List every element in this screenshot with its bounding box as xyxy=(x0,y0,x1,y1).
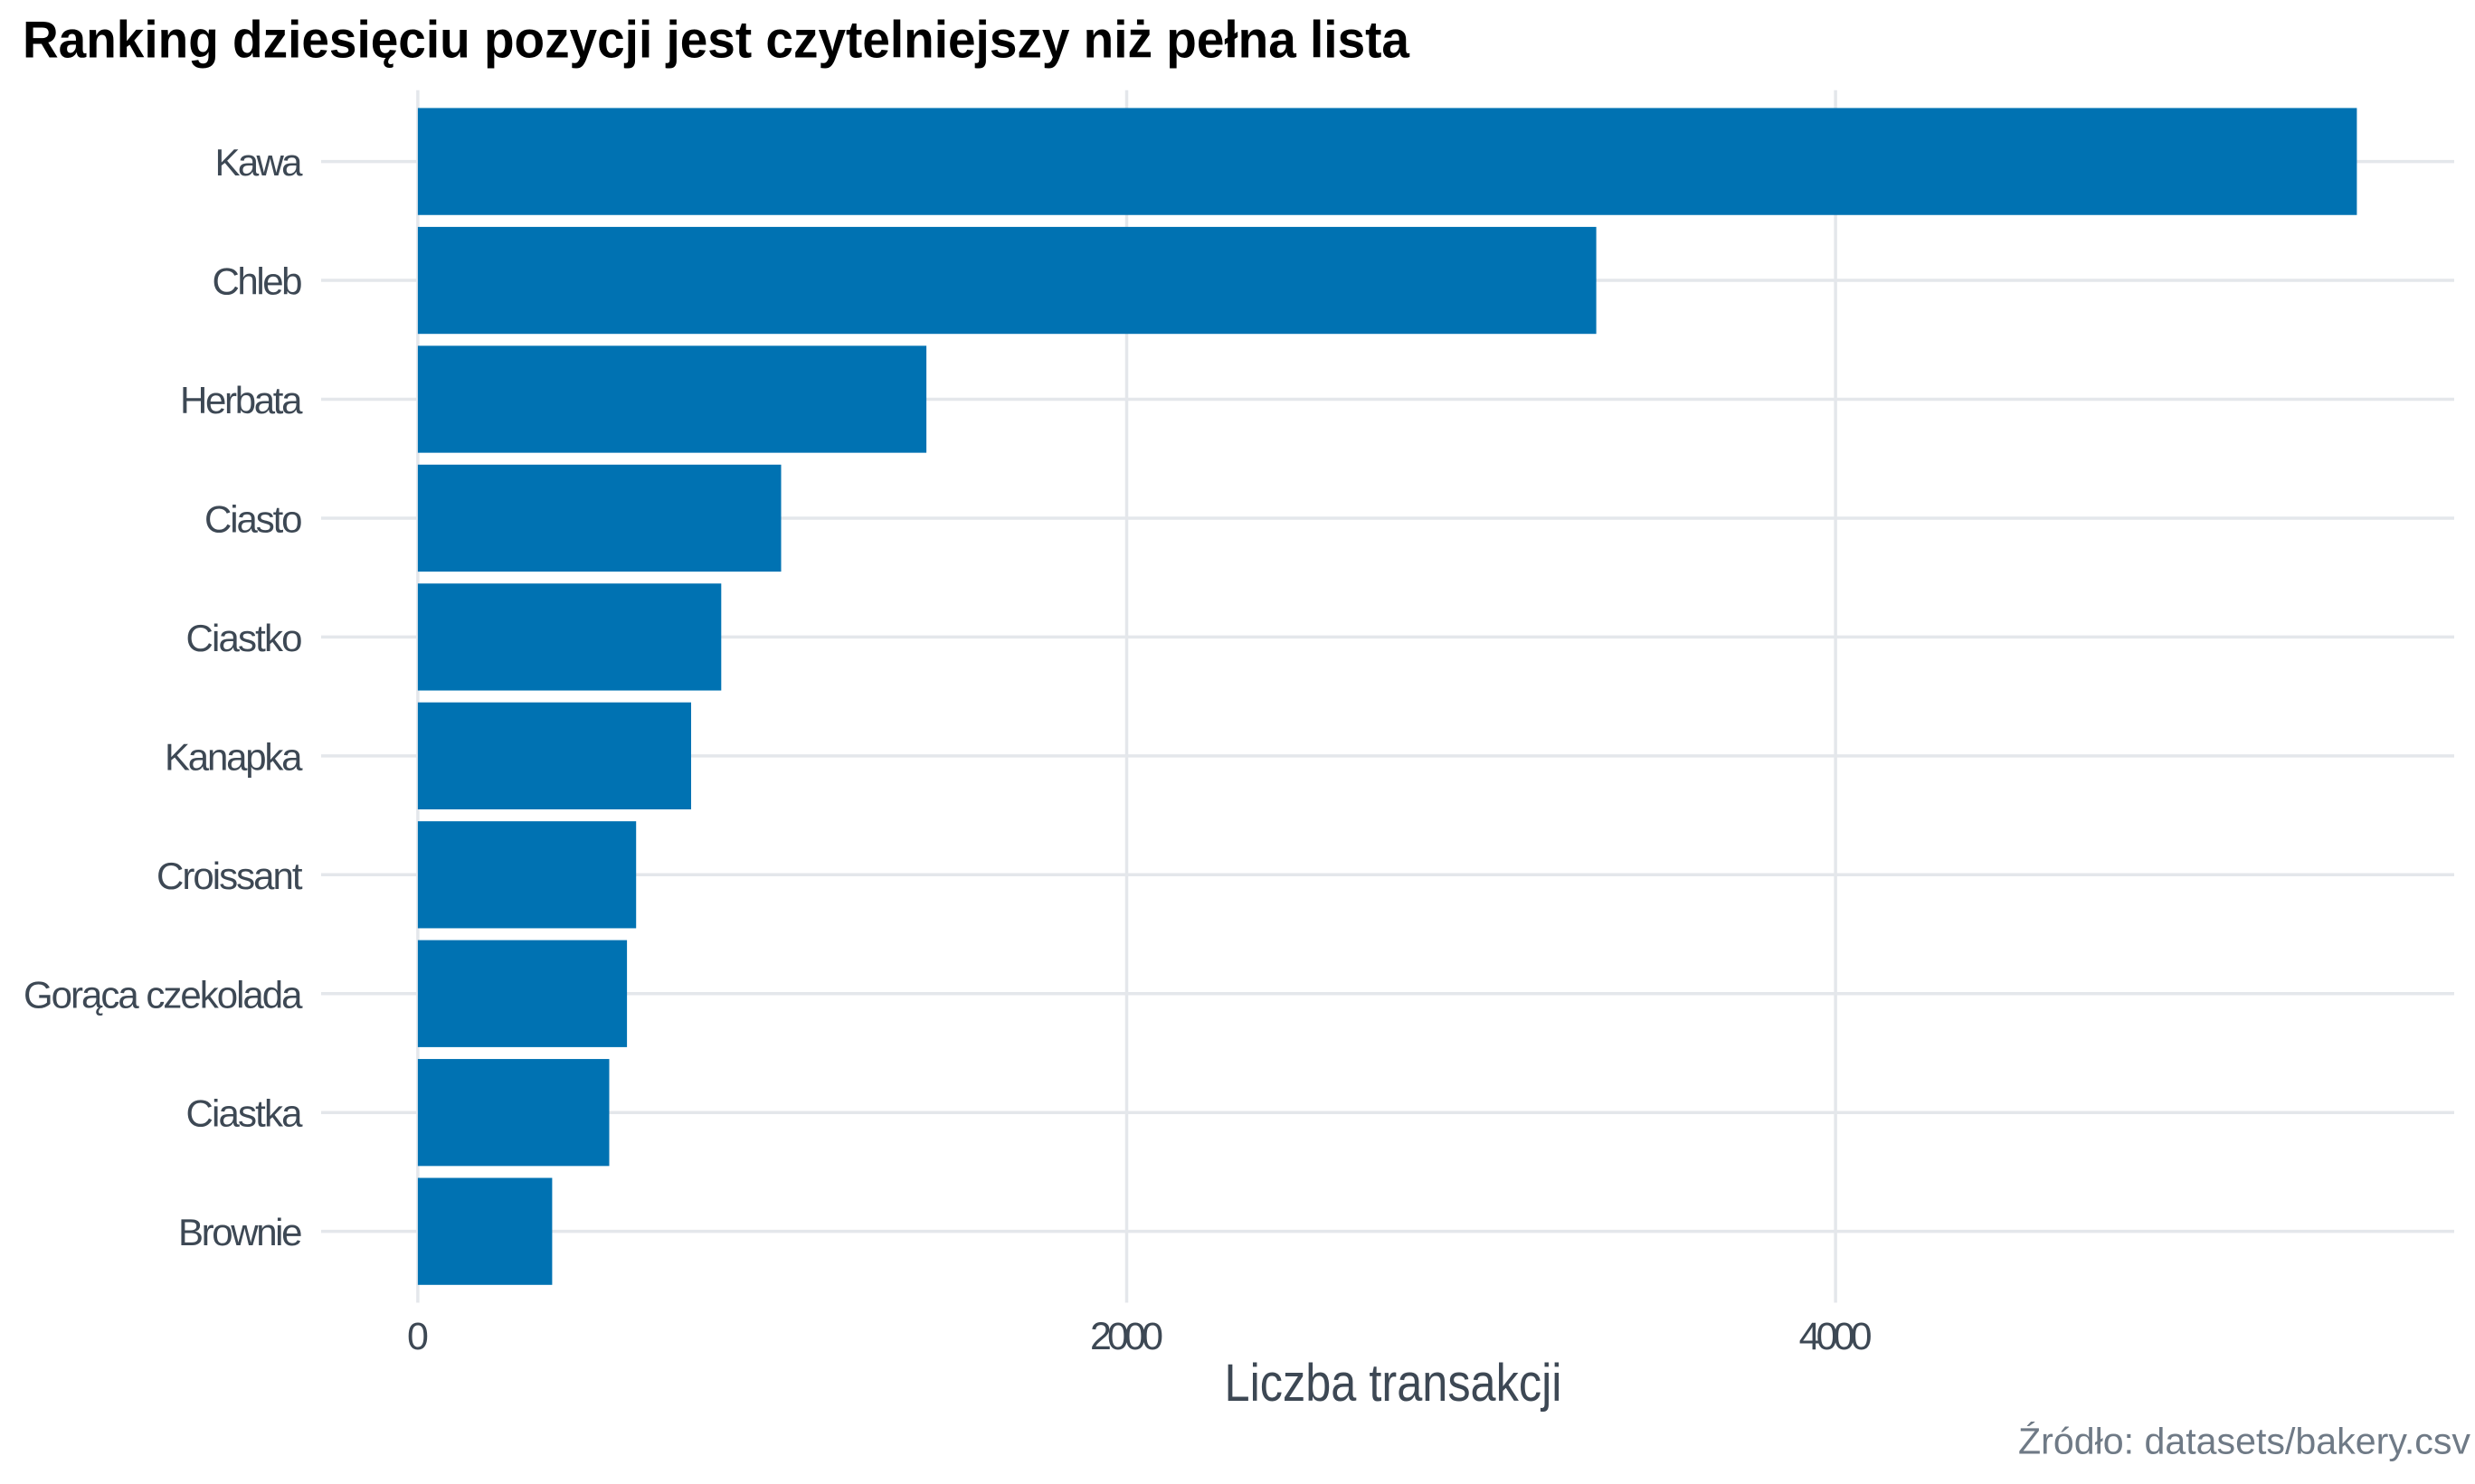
svg-text:Liczba transakcji: Liczba transakcji xyxy=(1225,1354,1562,1413)
svg-text:Chleb: Chleb xyxy=(213,260,303,303)
svg-text:2000: 2000 xyxy=(1090,1315,1163,1358)
svg-text:Ranking dziesięciu pozycji jes: Ranking dziesięciu pozycji jest czytelni… xyxy=(23,12,1410,70)
svg-text:Ciastka: Ciastka xyxy=(186,1092,304,1135)
svg-text:Herbata: Herbata xyxy=(180,379,303,421)
svg-text:Kawa: Kawa xyxy=(215,141,304,184)
svg-text:4000: 4000 xyxy=(1799,1315,1873,1358)
svg-text:Gorąca czekolada: Gorąca czekolada xyxy=(24,973,303,1016)
svg-text:Kanapka: Kanapka xyxy=(165,735,303,778)
svg-text:0: 0 xyxy=(407,1315,429,1358)
svg-text:Ciastko: Ciastko xyxy=(186,617,303,659)
svg-text:Croissant: Croissant xyxy=(156,855,303,897)
svg-text:Źródło: datasets/bakery.csv: Źródło: datasets/bakery.csv xyxy=(2018,1421,2470,1462)
svg-text:Ciasto: Ciasto xyxy=(204,497,303,540)
svg-text:Brownie: Brownie xyxy=(178,1211,303,1253)
